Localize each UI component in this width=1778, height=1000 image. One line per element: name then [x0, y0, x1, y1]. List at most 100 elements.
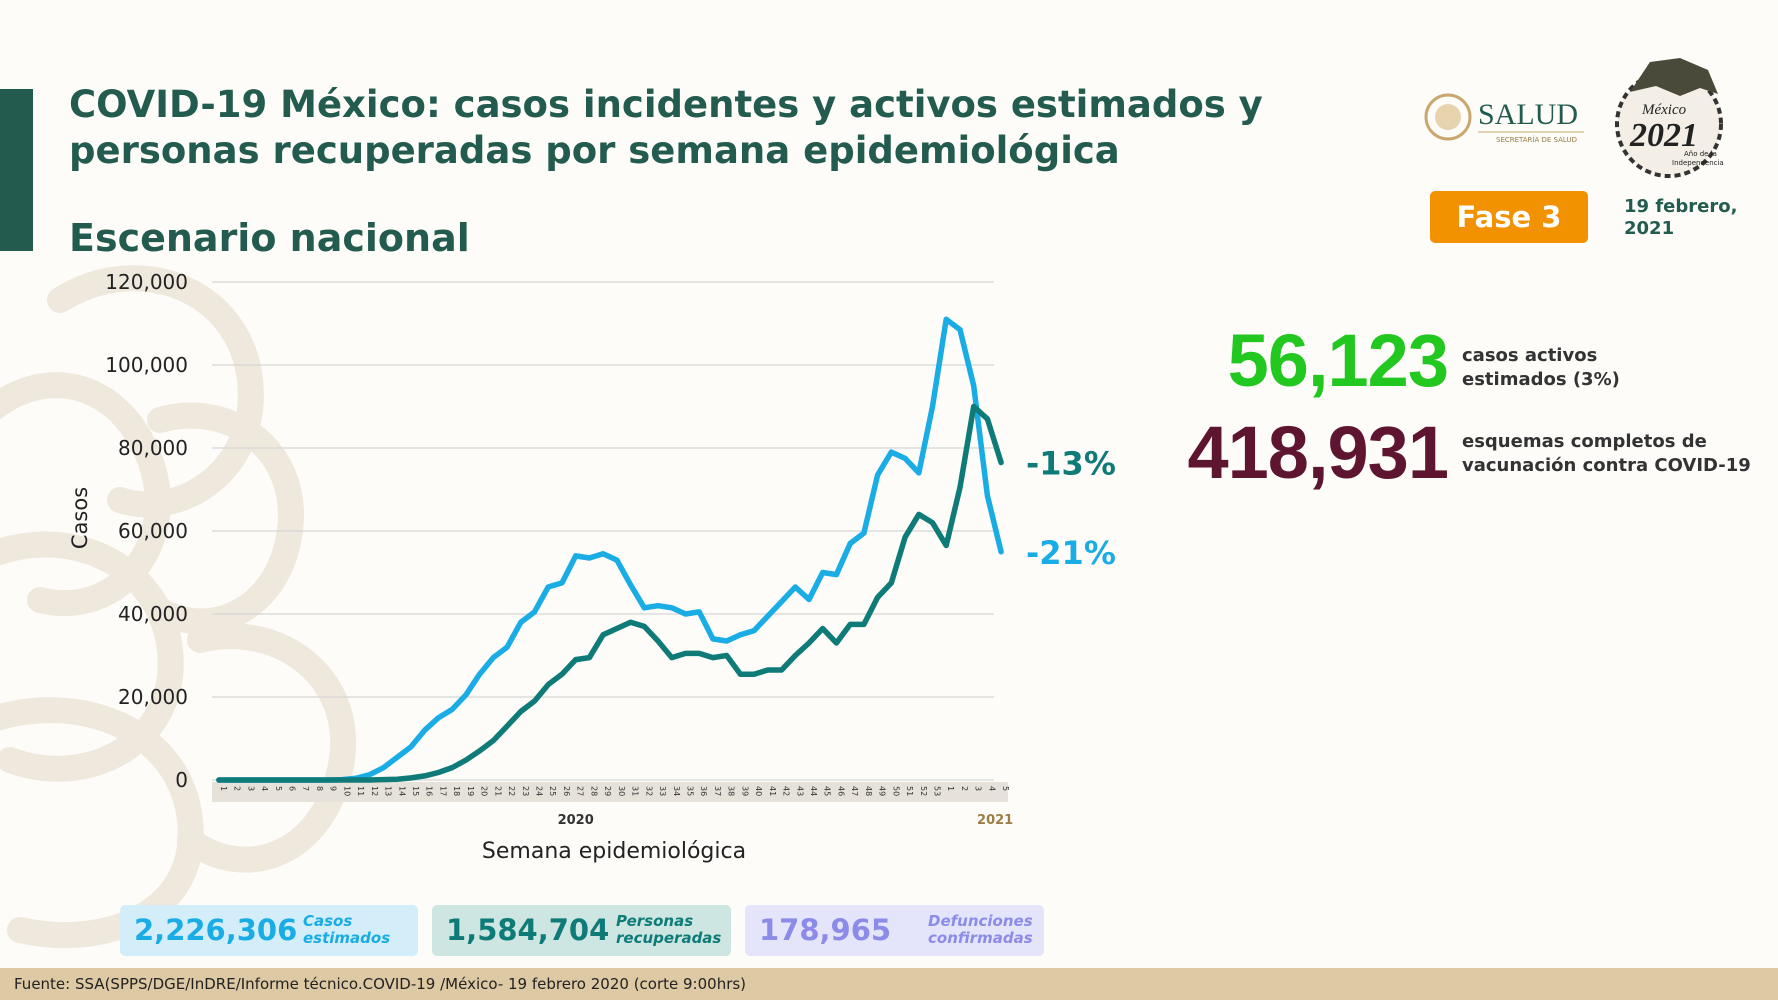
- x-tick-label: 12: [370, 786, 379, 796]
- x-tick-label: 3: [974, 786, 983, 791]
- source-note: Fuente: SSA(SPPS/DGE/InDRE/Informe técni…: [14, 975, 747, 993]
- x-tick-label: 42: [782, 786, 791, 796]
- background-pattern: [0, 265, 357, 949]
- x-tick-label: 14: [397, 786, 406, 796]
- title-line-2: personas recuperadas por semana epidemio…: [69, 129, 1120, 172]
- page-title: COVID-19 México: casos incidentes y acti…: [69, 82, 1369, 174]
- serpent-head-icon: [1630, 58, 1718, 96]
- x-tick-label: 39: [740, 786, 749, 796]
- x-tick-label: 52: [919, 786, 928, 796]
- active-label-line-2: estimados (3%): [1462, 369, 1620, 390]
- x-tick-label: 49: [878, 786, 887, 796]
- active-cases-label: casos activos estimados (3%): [1462, 344, 1620, 392]
- x-tick-label: 11: [356, 786, 365, 796]
- y-tick-label: 0: [175, 768, 188, 792]
- x-tick-label: 48: [864, 786, 873, 796]
- x-tick-label: 6: [287, 786, 296, 791]
- cases-label-line-1: Casos: [303, 912, 353, 930]
- title-line-1: COVID-19 México: casos incidentes y acti…: [69, 83, 1263, 126]
- vaccination-value: 418,931: [1187, 411, 1449, 494]
- y-tick-label: 100,000: [105, 353, 188, 377]
- x-tick-label: 8: [315, 786, 324, 791]
- x-tick-label: 37: [713, 786, 722, 796]
- salud-logo-text: SALUD: [1478, 98, 1578, 131]
- x-tick-label: 27: [576, 786, 585, 796]
- x-tick-label: 44: [809, 786, 818, 796]
- recovered-value: 1,584,704: [446, 913, 610, 947]
- summary-recovered: 1,584,704 Personas recuperadas: [432, 905, 731, 956]
- x-tick-label: 35: [685, 786, 694, 796]
- y-tick-label: 120,000: [105, 270, 188, 294]
- accent-bar: [0, 89, 33, 251]
- year-group-label: 2021: [977, 813, 1013, 828]
- x-tick-label: 25: [548, 786, 557, 796]
- x-tick-label: 32: [644, 786, 653, 796]
- x-axis-label: Semana epidemiológica: [482, 839, 746, 864]
- x-tick-label: 24: [535, 786, 544, 796]
- x-tick-label: 51: [905, 786, 914, 796]
- x-tick-label: 33: [658, 786, 667, 796]
- x-tick-label: 41: [768, 786, 777, 796]
- grid-lines: [212, 281, 994, 781]
- logo-sub-2: Independencia: [1672, 159, 1724, 167]
- x-tick-label: 7: [301, 786, 310, 791]
- vaccination-label: esquemas completos de vacunación contra …: [1462, 430, 1751, 478]
- x-tick-label: 2: [233, 786, 242, 791]
- x-tick-label: 10: [342, 786, 351, 796]
- recovered-label-line-2: recuperadas: [616, 929, 722, 947]
- x-tick-label: 4: [987, 786, 996, 791]
- x-tick-label: 2: [960, 786, 969, 791]
- deaths-value: 178,965: [759, 913, 892, 947]
- y-tick-label: 80,000: [118, 436, 188, 460]
- phase-badge: Fase 3: [1430, 191, 1588, 243]
- salud-logo-subtext: SECRETARÍA DE SALUD: [1496, 135, 1577, 144]
- x-tick-label: 21: [493, 786, 502, 796]
- series-end-label: -13%: [1026, 445, 1116, 483]
- report-date-line-2: 2021: [1624, 218, 1675, 239]
- deaths-label: Defunciones confirmadas: [928, 913, 1048, 947]
- x-tick-label: 29: [603, 786, 612, 796]
- logo-mexico-text: México: [1641, 102, 1687, 118]
- x-tick-label: 53: [933, 786, 942, 796]
- logo-year-text: 2021: [1629, 117, 1698, 154]
- deaths-label-line-2: confirmadas: [928, 929, 1033, 947]
- page-subtitle: Escenario nacional: [69, 216, 470, 260]
- x-tick-label: 5: [1001, 786, 1010, 791]
- summary-cases: 2,226,306 Casos estimados: [120, 905, 418, 956]
- cases-label-line-2: estimados: [303, 929, 391, 947]
- x-tick-label: 22: [507, 786, 516, 796]
- x-tick-label: 46: [836, 786, 845, 796]
- cases-label: Casos estimados: [303, 913, 423, 947]
- series-line-cases: [216, 316, 1004, 783]
- series-line-recovered: [216, 403, 1004, 783]
- x-tick-label: 40: [754, 786, 763, 796]
- series-end-label: -21%: [1026, 534, 1116, 572]
- x-tick-label: 4: [260, 786, 269, 791]
- cases-value: 2,226,306: [134, 913, 298, 947]
- x-tick-label: 28: [589, 786, 598, 796]
- y-tick-label: 20,000: [118, 685, 188, 709]
- mexico-2021-logo: México 2021 Año de la Independencia: [1615, 58, 1724, 178]
- x-tick-label: 9: [329, 786, 338, 791]
- x-tick-label: 13: [384, 786, 393, 796]
- vaccine-label-line-2: vacunación contra COVID-19: [1462, 455, 1751, 476]
- x-tick-label: 30: [617, 786, 626, 796]
- deaths-label-line-1: Defunciones: [928, 912, 1033, 930]
- x-tick-label: 1: [946, 786, 955, 791]
- x-tick-label: 36: [699, 786, 708, 796]
- x-tick-label: 47: [850, 786, 859, 796]
- recovered-label: Personas recuperadas: [616, 913, 736, 947]
- axes: 0 20,000 40,000 60,000 80,000 100,000 120,000 1…: [105, 270, 1013, 828]
- x-tick-label: 1: [219, 786, 228, 791]
- x-tick-label: 17: [438, 786, 447, 796]
- x-tick-label: 18: [452, 786, 461, 796]
- salud-seal-icon: [1424, 93, 1472, 141]
- vaccine-label-line-1: esquemas completos de: [1462, 431, 1707, 452]
- end-labels: -21% -13%: [1026, 445, 1116, 572]
- x-tick-label: 34: [672, 786, 681, 796]
- x-tick-label: 45: [823, 786, 832, 796]
- y-tick-label: 40,000: [118, 602, 188, 626]
- x-tick-label: 19: [466, 786, 475, 796]
- x-tick-label: 26: [562, 786, 571, 796]
- logo-sub-1: Año de la: [1684, 150, 1717, 158]
